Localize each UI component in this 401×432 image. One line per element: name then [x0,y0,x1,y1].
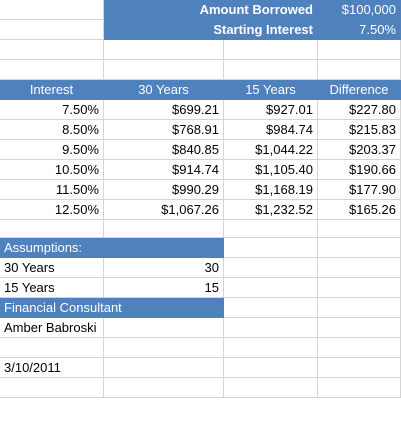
interest-cell[interactable]: 7.50% [0,100,104,120]
cell-empty[interactable] [318,40,401,60]
cell-empty[interactable] [104,378,224,398]
assumption-value[interactable]: 30 [104,258,224,278]
cell-empty[interactable] [318,278,401,298]
payment-15-cell[interactable]: $1,105.40 [224,160,318,180]
table-row: 12.50% $1,067.26 $1,232.52 $165.26 [0,200,401,220]
payment-30-cell[interactable]: $699.21 [104,100,224,120]
table-row: 8.50% $768.91 $984.74 $215.83 [0,120,401,140]
header-interest[interactable]: Interest [0,80,104,100]
cell-empty[interactable] [224,60,318,80]
cell-empty[interactable] [318,318,401,338]
cell-empty[interactable] [318,358,401,378]
cell-empty[interactable] [224,318,318,338]
consultant-header-row: Financial Consultant [0,298,401,318]
assumption-label[interactable]: 30 Years [0,258,104,278]
cell-empty[interactable] [224,238,318,258]
interest-cell[interactable]: 8.50% [0,120,104,140]
cell-empty[interactable] [224,258,318,278]
cell-empty[interactable] [318,338,401,358]
difference-cell[interactable]: $165.26 [318,200,401,220]
cell-empty[interactable] [224,40,318,60]
cell-empty[interactable] [224,278,318,298]
cell-empty[interactable] [0,220,104,238]
row-starting-interest: Starting Interest 7.50% [0,20,401,40]
table-row: 11.50% $990.29 $1,168.19 $177.90 [0,180,401,200]
cell-empty[interactable] [104,358,224,378]
assumptions-header-row: Assumptions: [0,238,401,258]
cell-empty[interactable] [0,60,104,80]
row-empty [0,220,401,238]
assumptions-title[interactable]: Assumptions: [0,238,224,258]
interest-cell[interactable]: 12.50% [0,200,104,220]
cell-empty[interactable] [0,20,104,40]
table-row: 7.50% $699.21 $927.01 $227.80 [0,100,401,120]
cell-empty[interactable] [318,238,401,258]
difference-cell[interactable]: $227.80 [318,100,401,120]
header-15-years[interactable]: 15 Years [224,80,318,100]
difference-cell[interactable]: $203.37 [318,140,401,160]
assumption-row: 30 Years 30 [0,258,401,278]
payment-30-cell[interactable]: $914.74 [104,160,224,180]
row-empty [0,40,401,60]
cell-empty[interactable] [0,338,104,358]
difference-cell[interactable]: $177.90 [318,180,401,200]
header-difference[interactable]: Difference [318,80,401,100]
cell-empty[interactable] [318,220,401,238]
cell-empty[interactable] [104,318,224,338]
table-row: 10.50% $914.74 $1,105.40 $190.66 [0,160,401,180]
payment-30-cell[interactable]: $840.85 [104,140,224,160]
interest-cell[interactable]: 9.50% [0,140,104,160]
cell-empty[interactable] [318,298,401,318]
cell-empty[interactable] [224,220,318,238]
payment-15-cell[interactable]: $984.74 [224,120,318,140]
assumption-label[interactable]: 15 Years [0,278,104,298]
cell-empty[interactable] [318,60,401,80]
cell-empty[interactable] [104,40,224,60]
amount-borrowed-label[interactable]: Amount Borrowed [180,0,318,20]
payment-30-cell[interactable]: $990.29 [104,180,224,200]
cell-empty[interactable] [0,40,104,60]
payment-15-cell[interactable]: $1,168.19 [224,180,318,200]
table-row: 9.50% $840.85 $1,044.22 $203.37 [0,140,401,160]
row-empty [0,378,401,398]
interest-cell[interactable]: 10.50% [0,160,104,180]
amount-borrowed-value[interactable]: $100,000 [318,0,401,20]
cell-empty[interactable] [104,60,224,80]
payment-15-cell[interactable]: $1,232.52 [224,200,318,220]
payment-15-cell[interactable]: $927.01 [224,100,318,120]
difference-cell[interactable]: $215.83 [318,120,401,140]
payment-30-cell[interactable]: $1,067.26 [104,200,224,220]
difference-cell[interactable]: $190.66 [318,160,401,180]
cell-empty[interactable] [0,378,104,398]
consultant-title[interactable]: Financial Consultant [0,298,224,318]
cell-empty[interactable] [318,258,401,278]
consultant-name-row: Amber Babroski [0,318,401,338]
row-empty [0,338,401,358]
date-cell[interactable]: 3/10/2011 [0,358,104,378]
payment-30-cell[interactable]: $768.91 [104,120,224,140]
assumption-row: 15 Years 15 [0,278,401,298]
cell-empty[interactable] [224,298,318,318]
consultant-name[interactable]: Amber Babroski [0,318,104,338]
table-header-row: Interest 30 Years 15 Years Difference [0,80,401,100]
row-amount-borrowed: Amount Borrowed $100,000 [0,0,401,20]
cell-empty[interactable] [224,358,318,378]
date-row: 3/10/2011 [0,358,401,378]
cell-empty[interactable] [318,378,401,398]
header-30-years[interactable]: 30 Years [104,80,224,100]
row-empty [0,60,401,80]
interest-cell[interactable]: 11.50% [0,180,104,200]
cell-empty[interactable] [224,378,318,398]
starting-interest-value[interactable]: 7.50% [318,20,401,40]
cell-empty[interactable] [0,0,104,20]
cell-empty[interactable] [224,338,318,358]
cell-empty[interactable] [104,338,224,358]
starting-interest-label[interactable]: Starting Interest [180,20,318,40]
assumption-value[interactable]: 15 [104,278,224,298]
payment-15-cell[interactable]: $1,044.22 [224,140,318,160]
cell-empty[interactable] [104,220,224,238]
